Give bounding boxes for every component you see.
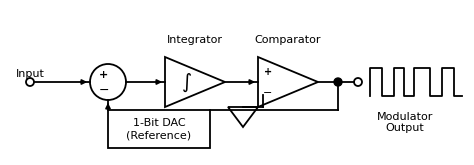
Text: Input: Input <box>16 69 45 79</box>
Text: Integrator: Integrator <box>167 35 223 45</box>
Text: −: − <box>264 88 273 98</box>
Text: +: + <box>100 70 109 80</box>
Circle shape <box>334 78 342 86</box>
Text: +: + <box>264 67 272 77</box>
Text: $\int$: $\int$ <box>182 72 192 94</box>
Text: Comparator: Comparator <box>255 35 321 45</box>
Text: Output: Output <box>386 123 424 133</box>
Text: 1-Bit DAC: 1-Bit DAC <box>133 118 185 128</box>
Text: −: − <box>99 83 109 97</box>
Text: Modulator: Modulator <box>377 112 433 122</box>
Text: (Reference): (Reference) <box>127 131 191 141</box>
